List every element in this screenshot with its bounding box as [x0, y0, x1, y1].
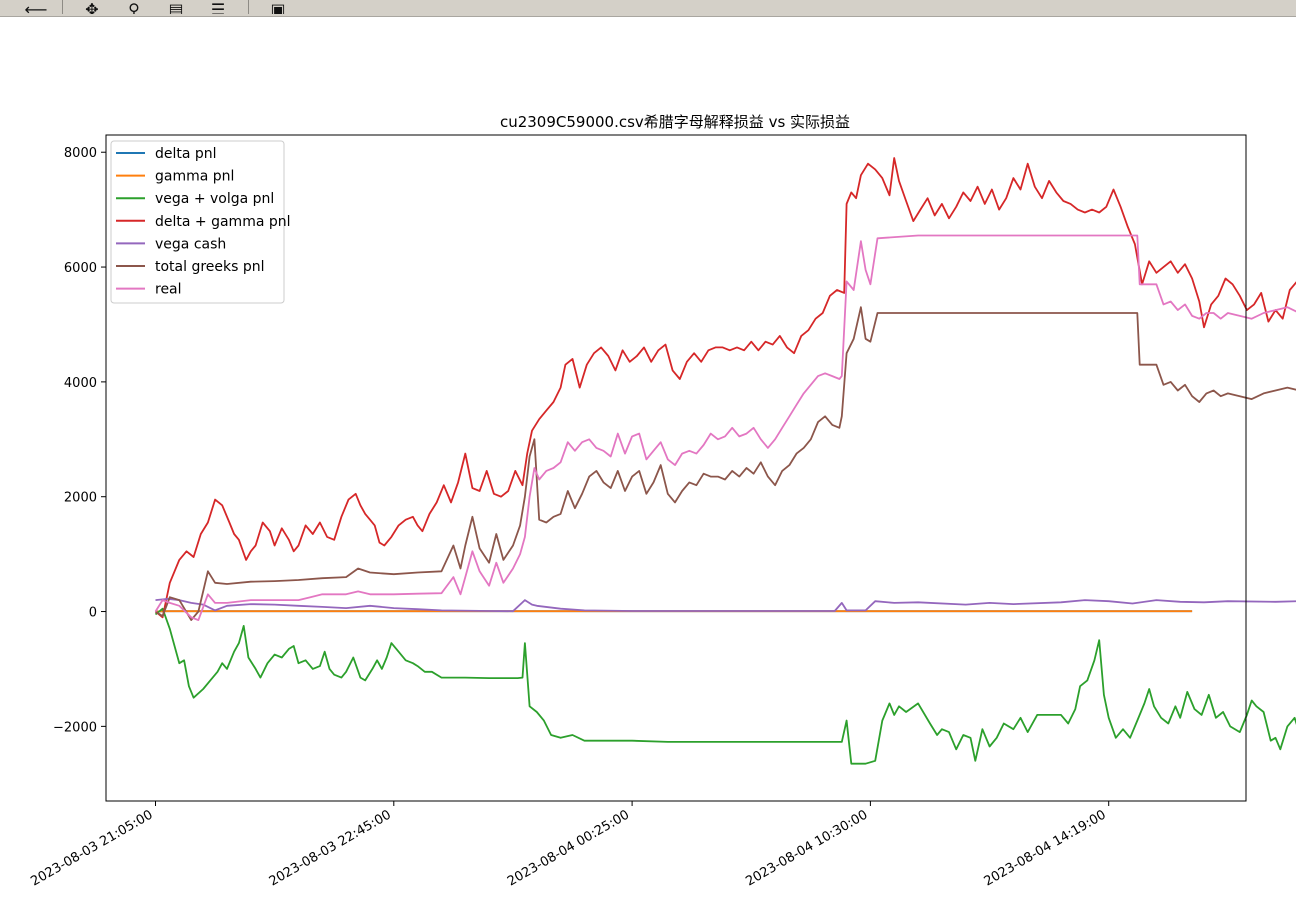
- save-icon[interactable]: ▣: [270, 0, 286, 15]
- legend-label: gamma pnl: [155, 169, 234, 185]
- y-tick-label: 2000: [64, 491, 97, 506]
- series-line-total-greeks-pnl: [155, 306, 1296, 621]
- y-tick-label: 8000: [64, 146, 97, 161]
- legend-label: delta + gamma pnl: [155, 214, 291, 230]
- legend-label: delta pnl: [155, 146, 217, 162]
- x-tick-label: 2023-08-04 00:25:00: [505, 807, 632, 889]
- edit-axes-icon[interactable]: ☰: [210, 0, 226, 15]
- y-tick-label: 4000: [64, 376, 97, 391]
- configure-subplots-icon[interactable]: ▤: [168, 0, 184, 15]
- toolbar-separator: [248, 0, 249, 14]
- y-tick-label: 0: [89, 606, 97, 621]
- zoom-icon[interactable]: ⚲: [128, 0, 140, 15]
- x-tick-label: 2023-08-03 21:05:00: [28, 807, 155, 889]
- y-tick-label: −2000: [53, 720, 97, 735]
- series-line-vega-volga-pnl: [154, 607, 1296, 765]
- legend-label: vega cash: [155, 236, 226, 252]
- x-tick-label: 2023-08-04 14:19:00: [982, 807, 1109, 889]
- legend: delta pnl gamma pnl vega + volga pnl delta …: [110, 140, 291, 304]
- x-tick-label: 2023-08-04 10:30:00: [743, 807, 870, 889]
- pan-icon[interactable]: ✥: [85, 0, 99, 15]
- back-arrow-icon[interactable]: ⟵: [24, 0, 48, 15]
- series-line-real: [154, 234, 1296, 621]
- toolbar-separator: [62, 0, 63, 14]
- legend-label: vega + volga pnl: [155, 191, 274, 207]
- axes-frame: [105, 134, 1247, 802]
- chart-title: cu2309C59000.csv希腊字母解释损益 vs 实际损益: [500, 113, 850, 131]
- y-axis: −2000 0 2000 4000 6000 8000: [53, 146, 106, 735]
- legend-label: real: [155, 282, 182, 298]
- legend-label: total greeks pnl: [155, 259, 265, 275]
- series-line-vega-cash: [155, 598, 1296, 613]
- series-layer: [154, 157, 1296, 765]
- legend-box: [110, 140, 285, 304]
- series-line-delta-gamma-pnl: [154, 157, 1296, 619]
- toolbar: ⟵ ✥ ⚲ ▤ ☰ ▣: [0, 0, 1296, 17]
- x-axis: 2023-08-03 21:05:00 2023-08-03 22:45:00 20…: [28, 801, 1110, 890]
- y-tick-label: 6000: [64, 261, 97, 276]
- x-tick-label: 2023-08-03 22:45:00: [267, 807, 394, 889]
